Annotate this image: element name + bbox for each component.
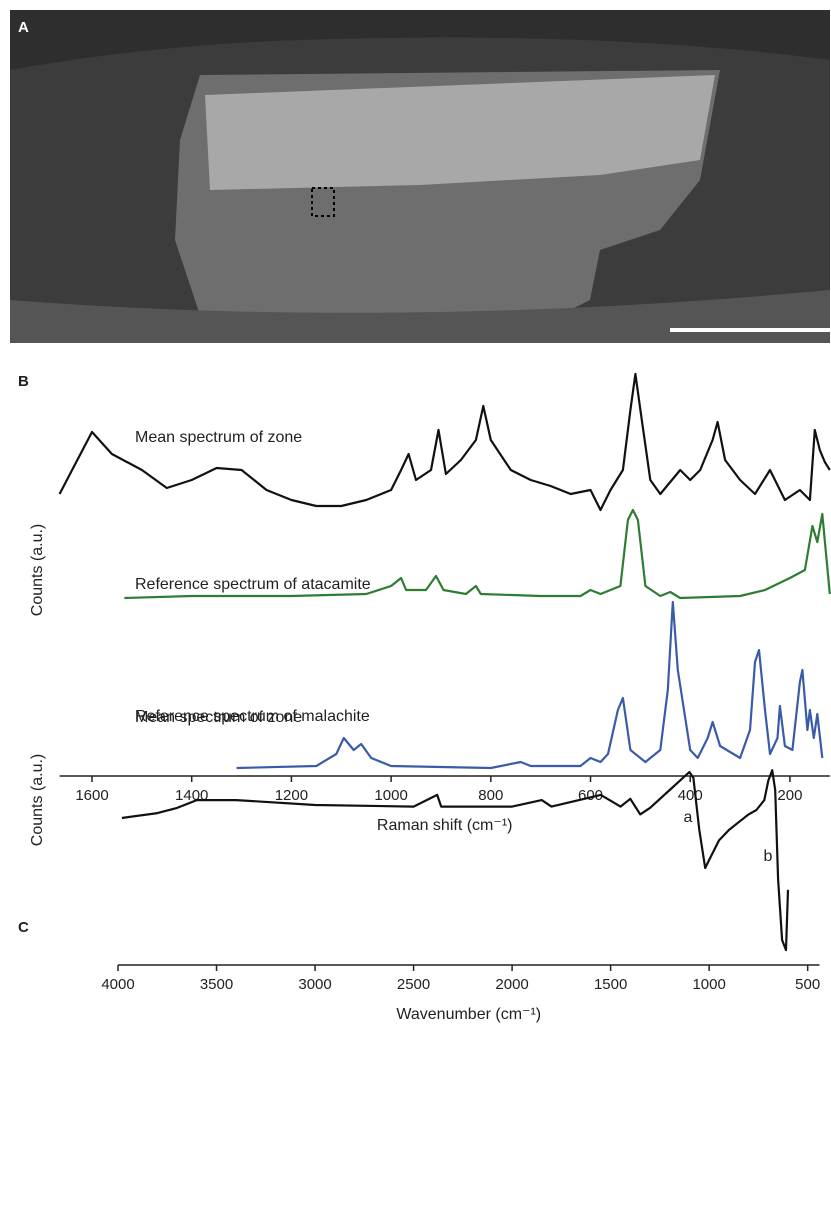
sample-core: [205, 75, 715, 190]
x-axis-label: Wavenumber (cm⁻¹): [396, 1006, 541, 1023]
x-tick-label: 400: [678, 787, 703, 804]
series-label: Reference spectrum of atacamite: [135, 576, 371, 593]
x-tick-label: 1600: [75, 787, 108, 804]
x-tick-label: 4000: [101, 976, 134, 993]
x-tick-label: 3000: [298, 976, 331, 993]
x-axis-label: Raman shift (cm⁻¹): [377, 817, 513, 834]
x-tick-label: 800: [478, 787, 503, 804]
x-tick-label: 200: [777, 787, 802, 804]
x-tick-label: 1000: [374, 787, 407, 804]
spectrum-line: [236, 600, 824, 770]
x-tick-label: 2500: [397, 976, 430, 993]
spectrum-line: [124, 508, 831, 600]
y-axis-label: Counts (a.u.): [29, 754, 46, 846]
spectrum-line: [121, 769, 790, 952]
image-dark-top: [10, 10, 830, 70]
series-label: Reference spectrum of malachite: [135, 708, 370, 725]
series-label: Mean spectrum of zone: [135, 429, 302, 446]
spectrum-line: [58, 372, 831, 512]
panel-label: C: [18, 919, 29, 936]
x-tick-label: 2000: [495, 976, 528, 993]
x-tick-label: 500: [795, 976, 820, 993]
annotation: a: [684, 809, 693, 826]
y-axis-label: Counts (a.u.): [29, 524, 46, 616]
series-label: Mean spectrum of zone: [135, 709, 302, 726]
annotation: b: [764, 848, 773, 865]
x-tick-label: 1000: [692, 976, 725, 993]
image-dark-bottom: [10, 290, 830, 343]
x-tick-label: 3500: [200, 976, 233, 993]
micrograph: A: [10, 10, 830, 343]
region-box: [311, 187, 335, 217]
panel-label: A: [18, 19, 29, 36]
panel-label: B: [18, 373, 29, 390]
x-tick-label: 1200: [275, 787, 308, 804]
x-tick-label: 1500: [594, 976, 627, 993]
